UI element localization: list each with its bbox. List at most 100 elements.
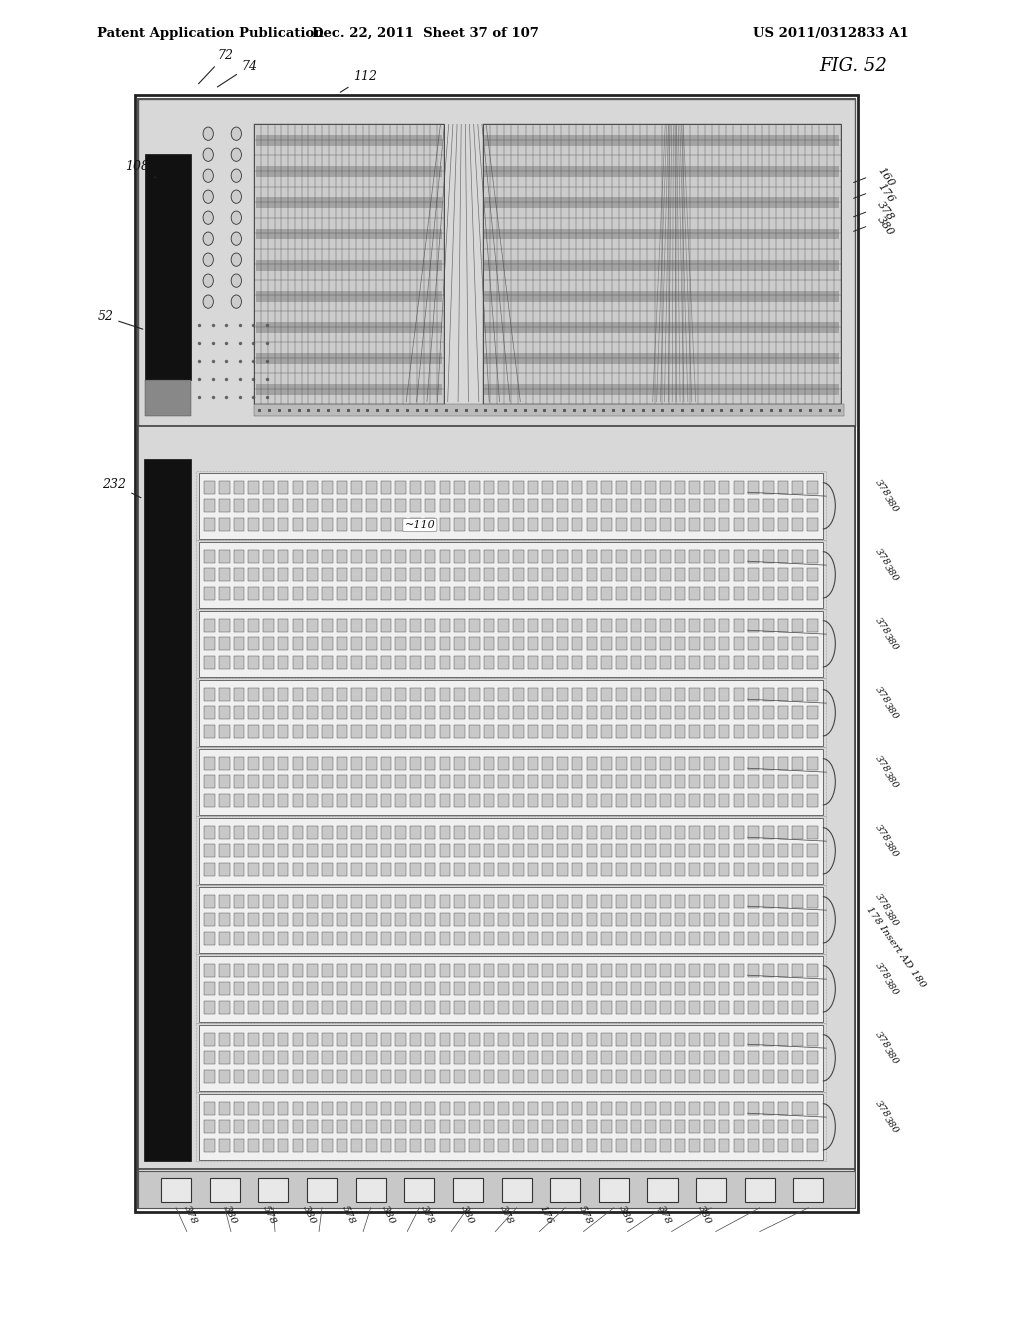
Text: 380: 380 (883, 632, 901, 652)
Bar (733, 586, 744, 601)
Bar (587, 1102, 597, 1115)
Text: 378: 378 (499, 1204, 515, 1226)
Bar (733, 1069, 744, 1082)
Bar (278, 688, 289, 701)
Bar (527, 688, 539, 701)
Bar (807, 913, 817, 927)
Bar (351, 1032, 361, 1045)
Bar (455, 1102, 465, 1115)
Bar (395, 913, 407, 927)
Bar (543, 1051, 553, 1064)
Bar (351, 725, 361, 738)
Bar (543, 517, 553, 531)
Bar (543, 638, 553, 651)
Bar (587, 913, 597, 927)
Bar (381, 517, 391, 531)
Bar (322, 638, 333, 651)
Text: 378: 378 (873, 685, 892, 705)
Bar (351, 843, 361, 858)
Bar (733, 1001, 744, 1014)
Bar (381, 1102, 391, 1115)
Bar (499, 1032, 509, 1045)
Bar (571, 1051, 583, 1064)
Bar (543, 964, 553, 977)
Bar (675, 964, 685, 977)
Circle shape (231, 148, 242, 161)
Bar (631, 656, 641, 669)
Bar (411, 688, 421, 701)
Bar (307, 895, 317, 908)
Bar (482, 124, 841, 404)
Bar (763, 499, 773, 512)
Bar (499, 1139, 509, 1152)
Bar (219, 586, 229, 601)
Bar (571, 725, 583, 738)
Bar (689, 1051, 700, 1064)
Bar (777, 619, 788, 632)
Bar (513, 863, 523, 876)
Bar (587, 549, 597, 562)
Bar (455, 1032, 465, 1045)
Bar (499, 793, 509, 807)
Bar (381, 1069, 391, 1082)
Bar (615, 480, 627, 494)
Bar (483, 480, 495, 494)
Bar (601, 1051, 611, 1064)
Bar (645, 1069, 656, 1082)
Bar (322, 517, 333, 531)
Bar (205, 638, 215, 651)
Bar (631, 793, 641, 807)
Bar (263, 706, 273, 719)
Bar (749, 480, 759, 494)
Bar (513, 1001, 523, 1014)
Bar (660, 932, 671, 945)
Bar (777, 725, 788, 738)
Bar (793, 825, 803, 840)
Bar (381, 825, 391, 840)
Bar (307, 843, 317, 858)
Bar (395, 499, 407, 512)
Bar (499, 1051, 509, 1064)
Circle shape (203, 211, 213, 224)
Bar (499, 863, 509, 876)
Bar (587, 1032, 597, 1045)
Bar (660, 568, 671, 582)
Bar (763, 638, 773, 651)
Bar (293, 706, 303, 719)
Bar (395, 706, 407, 719)
Bar (793, 1001, 803, 1014)
Bar (557, 725, 567, 738)
Bar (571, 1069, 583, 1082)
Bar (631, 549, 641, 562)
Bar (631, 568, 641, 582)
Bar (249, 688, 259, 701)
Bar (527, 725, 539, 738)
Bar (411, 1139, 421, 1152)
Bar (675, 480, 685, 494)
Bar (705, 656, 715, 669)
Bar (425, 638, 435, 651)
Bar (233, 688, 245, 701)
Bar (571, 706, 583, 719)
Bar (719, 863, 729, 876)
Bar (733, 775, 744, 788)
Bar (455, 568, 465, 582)
Bar (689, 1139, 700, 1152)
Bar (571, 775, 583, 788)
Bar (733, 1121, 744, 1134)
Bar (395, 568, 407, 582)
Bar (293, 775, 303, 788)
Bar (196, 1023, 826, 1093)
Bar (196, 954, 826, 1023)
Bar (689, 775, 700, 788)
Bar (453, 1179, 483, 1203)
Bar (337, 568, 347, 582)
Bar (733, 964, 744, 977)
Bar (705, 1001, 715, 1014)
Bar (645, 517, 656, 531)
Bar (705, 843, 715, 858)
Bar (749, 619, 759, 632)
Bar (763, 756, 773, 770)
Bar (689, 964, 700, 977)
Bar (615, 619, 627, 632)
